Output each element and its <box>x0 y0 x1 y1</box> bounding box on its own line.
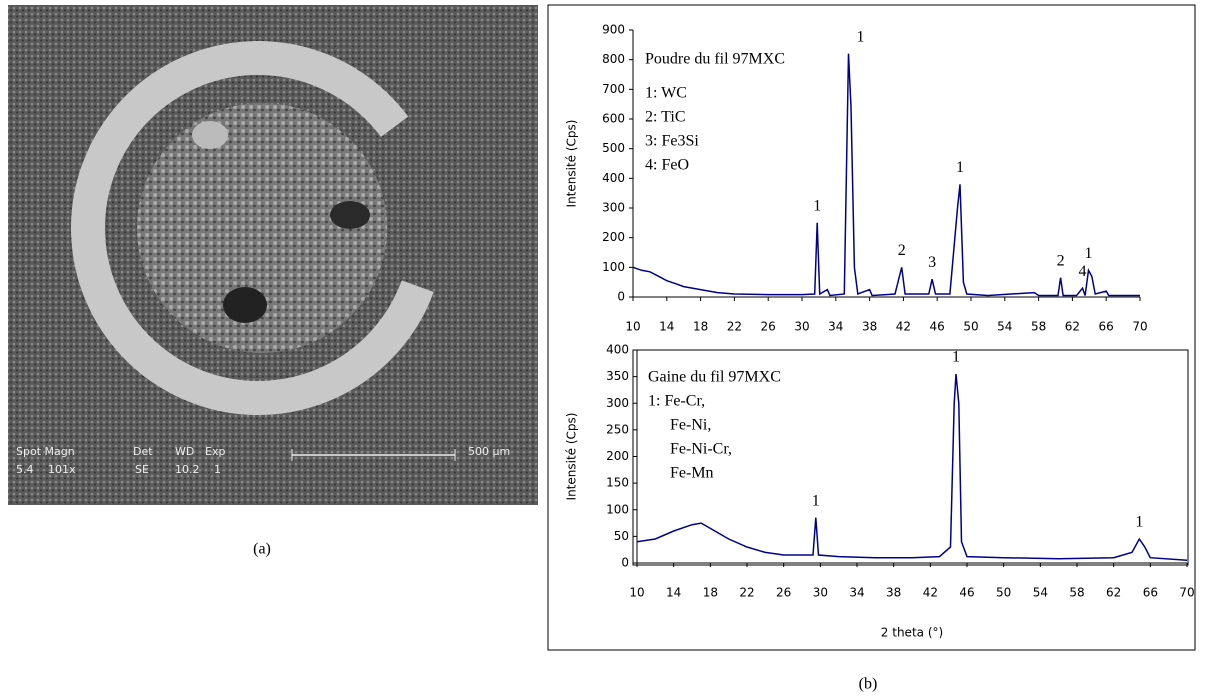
y-tick-label: 400 <box>606 343 629 357</box>
peak-label: 1 <box>1135 514 1143 531</box>
x-tick-label: 58 <box>1031 320 1046 334</box>
x-tick-label: 50 <box>963 320 978 334</box>
note: 4: FeO <box>645 157 689 174</box>
sem-label: WD <box>175 445 194 458</box>
y-tick-label: 300 <box>606 396 629 410</box>
x-tick-label: 30 <box>813 586 828 600</box>
note: 1: WC <box>645 85 687 102</box>
y-tick-label: 350 <box>606 369 629 383</box>
y-tick-label: 400 <box>602 171 625 185</box>
y-axis-title: Intensité (Cps) <box>565 120 579 208</box>
y-tick-label: 150 <box>606 476 629 490</box>
note: 3: Fe3Si <box>645 133 699 150</box>
y-tick-label: 500 <box>602 141 625 155</box>
x-tick-label: 70 <box>1179 586 1194 600</box>
y-tick-label: 900 <box>602 23 625 37</box>
y-tick-label: 200 <box>602 230 625 244</box>
peak-label: 1 <box>956 159 964 176</box>
y-tick-label: 300 <box>602 201 625 215</box>
note: Fe-Mn <box>670 465 714 482</box>
x-tick-label: 14 <box>666 586 681 600</box>
figure: Spot Magn Det WD Exp 5.4 101x SE 10.2 1 … <box>0 0 1205 700</box>
x-tick-label: 26 <box>761 320 776 334</box>
sem-label: SE <box>135 463 149 476</box>
x-axis-title: 2 theta (°) <box>881 626 943 640</box>
sem-label: Det <box>133 445 153 458</box>
x-tick-label: 10 <box>625 320 640 334</box>
x-tick-label: 18 <box>693 320 708 334</box>
x-tick-label: 46 <box>959 586 974 600</box>
peak-label: 3 <box>928 254 936 271</box>
data-line <box>637 374 1187 560</box>
note: Fe-Ni-Cr, <box>670 441 732 458</box>
peak-label: 1 <box>856 28 864 45</box>
peak-label: 1 <box>952 349 960 366</box>
caption: (a) <box>253 541 271 558</box>
sem-label: 10.2 <box>175 463 200 476</box>
note: 2: TiC <box>645 109 685 126</box>
y-tick-label: 0 <box>617 290 625 304</box>
y-tick-label: 100 <box>602 260 625 274</box>
note: 1: Fe-Cr, <box>648 393 705 410</box>
y-tick-label: 250 <box>606 422 629 436</box>
note: Fe-Ni, <box>670 417 711 434</box>
y-tick-label: 700 <box>602 82 625 96</box>
x-tick-label: 18 <box>703 586 718 600</box>
y-tick-label: 50 <box>614 529 629 543</box>
peak-label: 1 <box>1084 245 1092 262</box>
y-tick-label: 0 <box>621 556 629 570</box>
caption: (b) <box>859 676 878 693</box>
y-tick-label: 200 <box>606 449 629 463</box>
sem-label: Spot Magn <box>16 445 75 458</box>
note: Gaine du fil 97MXC <box>648 369 781 386</box>
x-tick-label: 38 <box>862 320 877 334</box>
sem-label: 101x <box>48 463 76 476</box>
x-tick-label: 22 <box>739 586 754 600</box>
x-tick-label: 50 <box>996 586 1011 600</box>
x-tick-label: 70 <box>1132 320 1147 334</box>
x-tick-label: 46 <box>930 320 945 334</box>
x-tick-label: 30 <box>794 320 809 334</box>
x-tick-label: 22 <box>727 320 742 334</box>
sem-image: Spot Magn Det WD Exp 5.4 101x SE 10.2 1 … <box>8 5 538 505</box>
peak-label: 2 <box>1057 252 1065 269</box>
x-tick-label: 34 <box>828 320 843 334</box>
note: Poudre du fil 97MXC <box>645 51 785 68</box>
x-tick-label: 66 <box>1099 320 1114 334</box>
peak-label: 2 <box>898 242 906 259</box>
x-tick-label: 38 <box>886 586 901 600</box>
y-axis-title: Intensité (Cps) <box>565 413 579 501</box>
x-tick-label: 14 <box>659 320 674 334</box>
sem-label: Exp <box>205 445 225 458</box>
x-tick-label: 62 <box>1065 320 1080 334</box>
peak-label: 1 <box>813 198 821 215</box>
sem-label: 1 <box>214 463 221 476</box>
sem-label: 5.4 <box>16 463 34 476</box>
x-tick-label: 54 <box>997 320 1012 334</box>
x-tick-label: 34 <box>849 586 864 600</box>
x-tick-label: 42 <box>896 320 911 334</box>
peak-label: 4 <box>1079 263 1087 280</box>
peak-label: 1 <box>812 492 820 509</box>
y-tick-label: 800 <box>602 52 625 66</box>
x-tick-label: 54 <box>1033 586 1048 600</box>
x-tick-label: 10 <box>629 586 644 600</box>
sem-label: 500 µm <box>468 445 510 458</box>
y-tick-label: 600 <box>602 112 625 126</box>
x-tick-label: 42 <box>923 586 938 600</box>
x-tick-label: 26 <box>776 586 791 600</box>
x-tick-label: 58 <box>1069 586 1084 600</box>
x-tick-label: 66 <box>1143 586 1158 600</box>
x-tick-label: 62 <box>1106 586 1121 600</box>
y-tick-label: 100 <box>606 502 629 516</box>
